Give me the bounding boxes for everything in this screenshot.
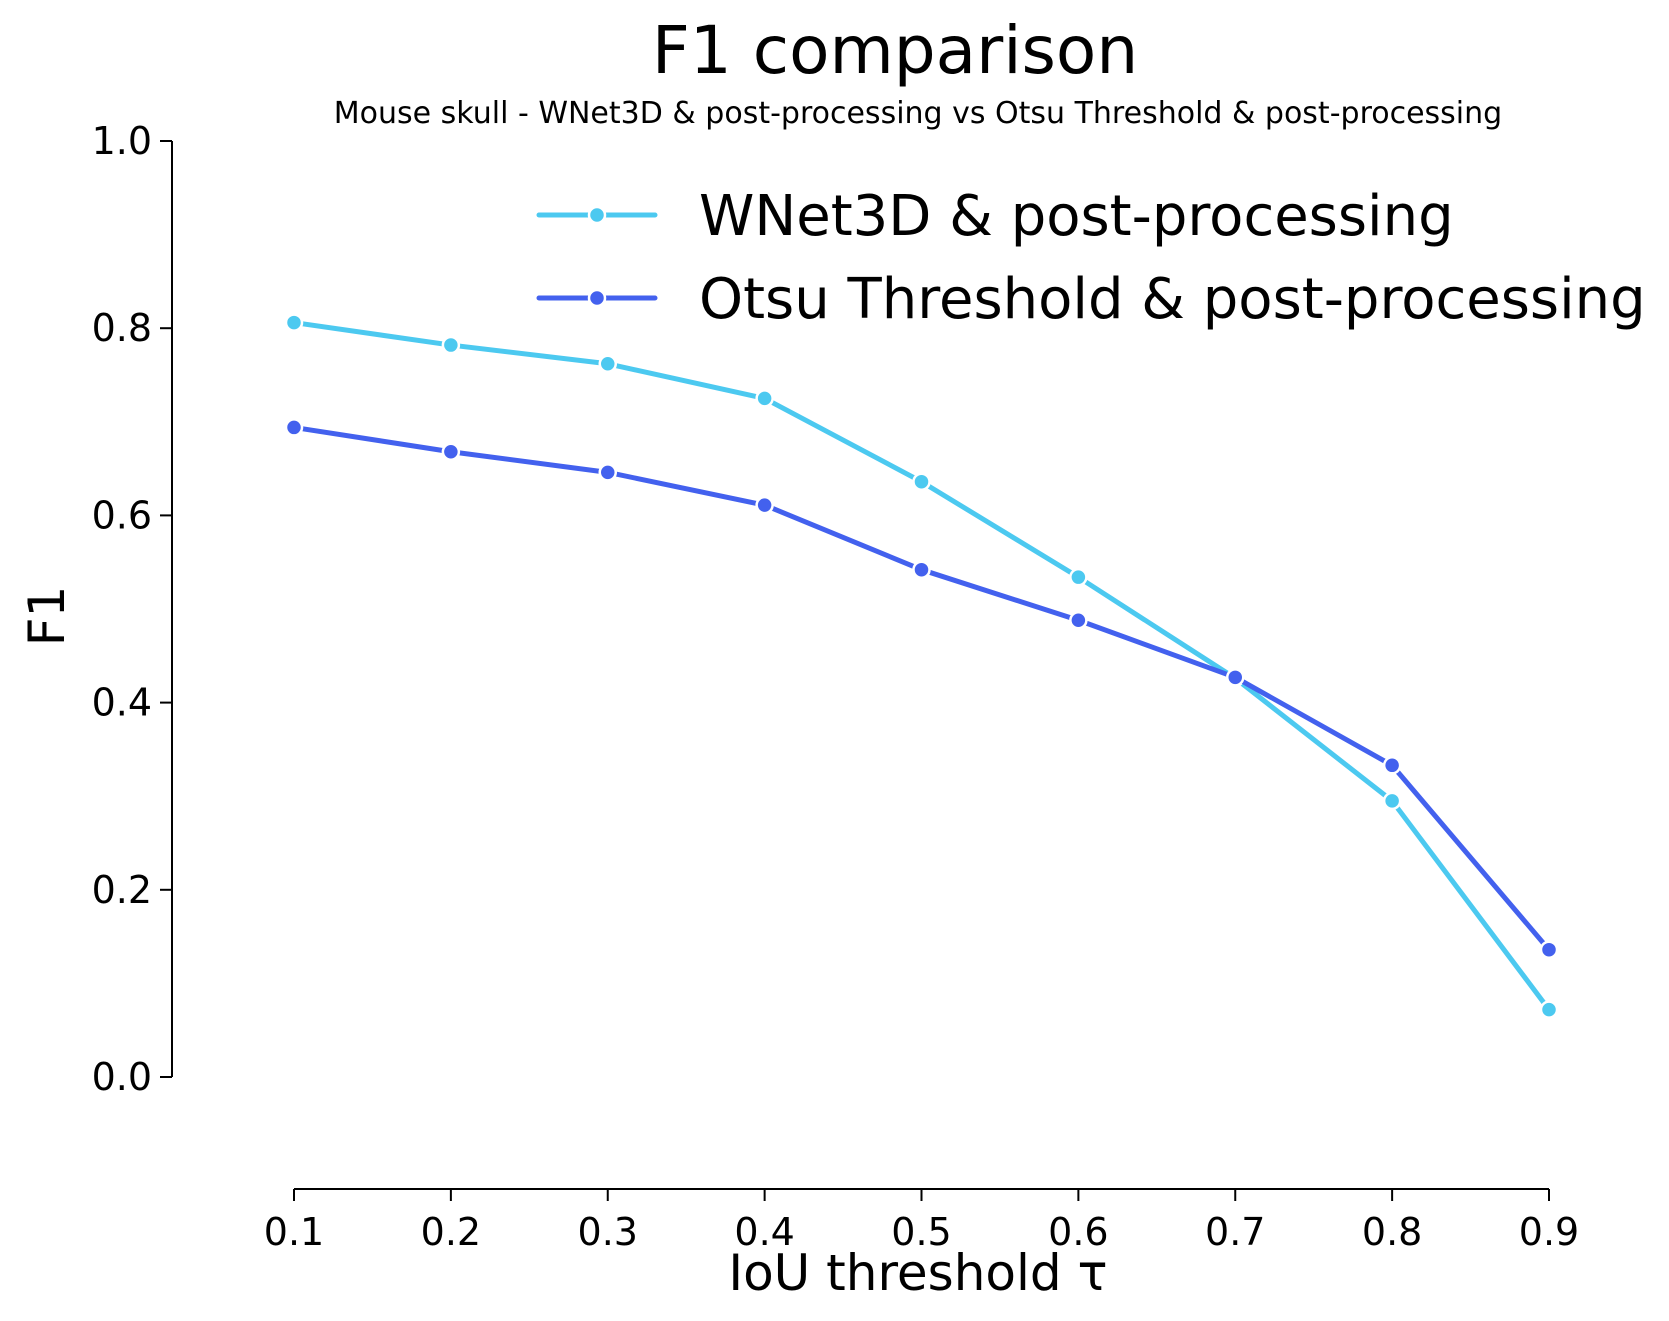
x-tick-label: 0.8 xyxy=(1362,1210,1422,1254)
y-tick-label: 0.8 xyxy=(92,306,152,350)
x-tick-label: 0.3 xyxy=(578,1210,638,1254)
x-tick-label: 0.2 xyxy=(421,1210,481,1254)
y-axis: 0.0 0.2 0.4 0.6 0.8 1.0 xyxy=(92,119,173,1099)
x-tick-label: 0.9 xyxy=(1519,1210,1579,1254)
legend-swatch-marker xyxy=(587,205,607,225)
data-point xyxy=(1382,756,1402,775)
y-tick-label: 1.0 xyxy=(92,119,152,163)
data-point xyxy=(441,335,461,355)
data-point xyxy=(1069,610,1088,630)
data-point xyxy=(912,560,931,579)
x-axis-title: IoU threshold τ xyxy=(728,1244,1107,1302)
x-axis: 0.1 0.2 0.3 0.4 0.5 0.6 0.7 0.8 0.9 xyxy=(264,1188,1579,1254)
y-tick-label: 0.6 xyxy=(92,493,152,537)
series-2 xyxy=(284,418,1559,959)
data-point xyxy=(1226,668,1245,687)
legend-label: WNet3D & post-processing xyxy=(699,184,1454,249)
data-point xyxy=(598,463,617,482)
legend-label: Otsu Threshold & post-processing xyxy=(699,267,1646,332)
data-point xyxy=(912,472,931,491)
data-point xyxy=(284,418,304,437)
legend-swatch-marker xyxy=(587,288,607,308)
data-point xyxy=(755,389,774,408)
series-line xyxy=(291,424,1552,953)
data-point xyxy=(1069,567,1088,587)
chart-title: F1 comparison xyxy=(652,12,1138,89)
series-line xyxy=(291,320,1552,1013)
x-tick-label: 0.4 xyxy=(734,1210,794,1254)
data-point xyxy=(1539,1000,1559,1019)
x-tick-label: 0.5 xyxy=(891,1210,951,1254)
data-point xyxy=(598,354,617,374)
data-point xyxy=(284,313,304,332)
data-point xyxy=(755,495,774,515)
data-point xyxy=(1539,940,1559,959)
x-tick-label: 0.1 xyxy=(264,1210,324,1254)
series-1 xyxy=(284,313,1559,1019)
data-point xyxy=(1382,791,1402,811)
legend: WNet3D & post-processing Otsu Threshold &… xyxy=(536,184,1646,332)
y-tick-label: 0.2 xyxy=(92,868,152,912)
data-point xyxy=(441,442,461,462)
y-tick-label: 0.0 xyxy=(92,1055,152,1099)
x-tick-label: 0.7 xyxy=(1205,1210,1265,1254)
y-tick-label: 0.4 xyxy=(92,681,152,725)
y-axis-title: F1 xyxy=(18,586,76,647)
x-tick-label: 0.6 xyxy=(1048,1210,1108,1254)
legend-item: Otsu Threshold & post-processing xyxy=(536,267,1646,332)
series-layer xyxy=(284,313,1559,1019)
legend-item: WNet3D & post-processing xyxy=(536,184,1454,249)
chart-subtitle: Mouse skull - WNet3D & post-processing v… xyxy=(334,96,1502,131)
